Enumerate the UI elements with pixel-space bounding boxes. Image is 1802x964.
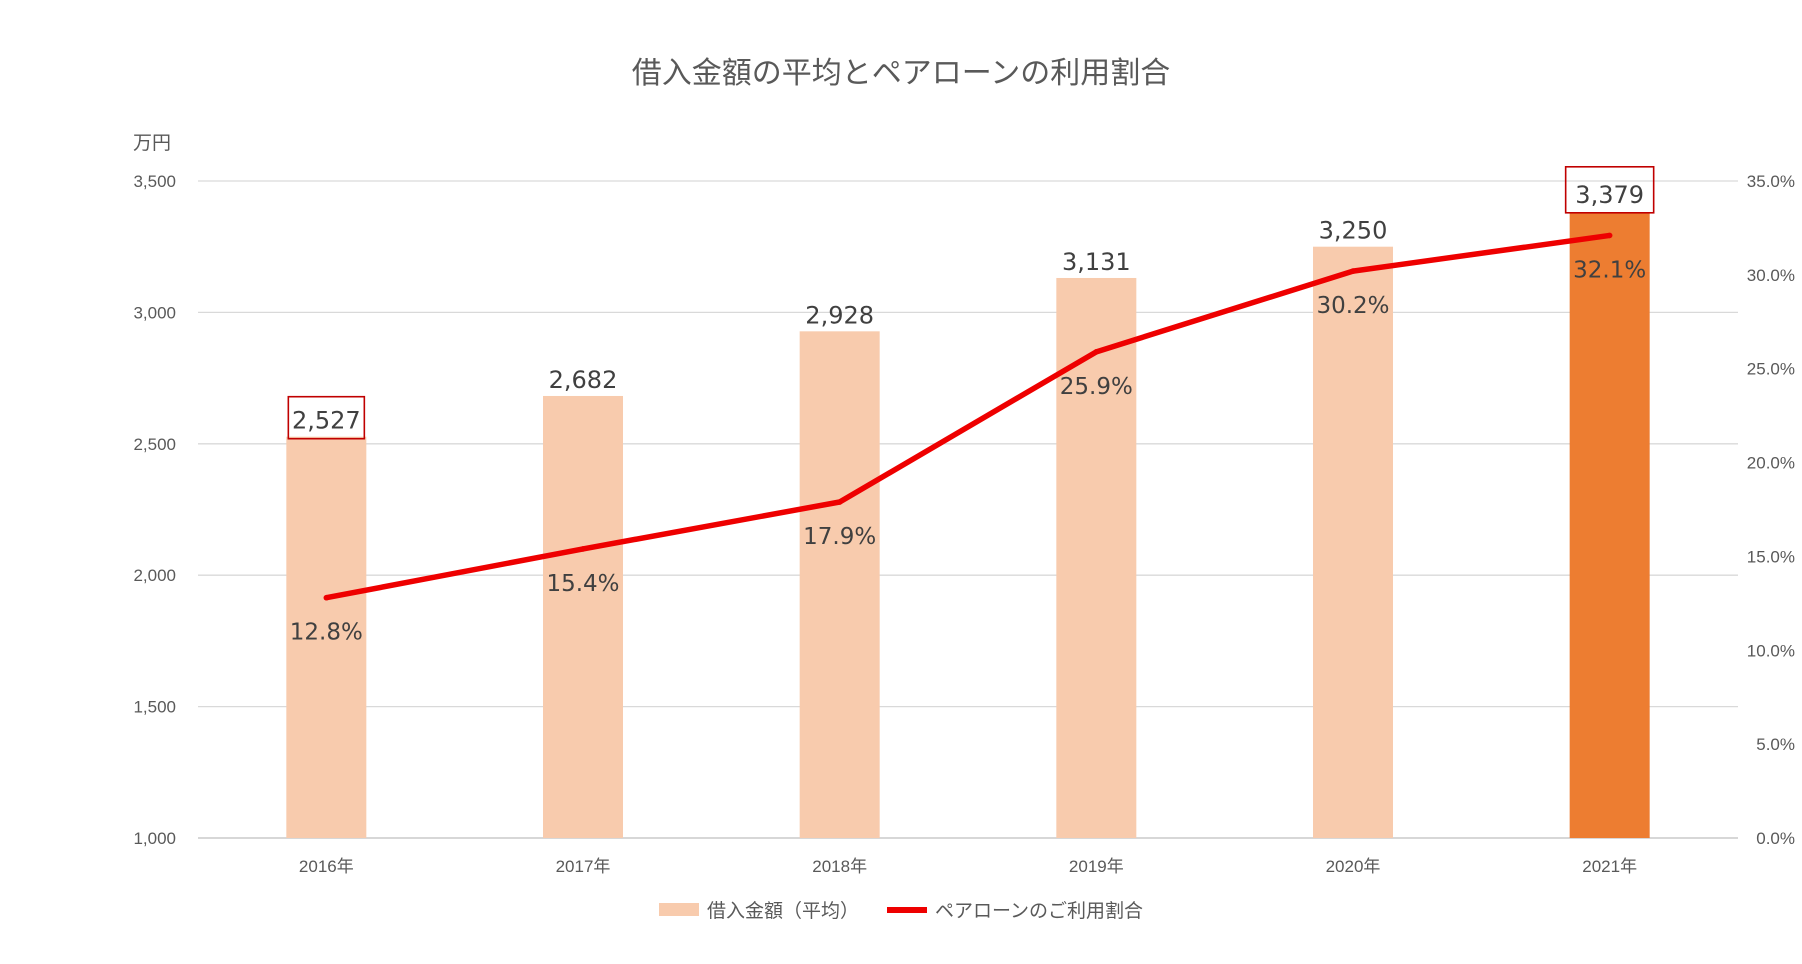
y-left-tick-label: 2,000 — [133, 566, 176, 585]
legend-label-bar: 借入金額（平均） — [706, 900, 859, 922]
bar — [1569, 212, 1650, 838]
bar — [1056, 277, 1137, 838]
line-point — [1606, 232, 1613, 239]
legend-item-line: ペアローンのご利用割合 — [886, 896, 1144, 923]
line-point — [1350, 268, 1356, 274]
line-point — [580, 546, 586, 552]
line-value-label: 12.8% — [290, 620, 363, 646]
legend-swatch-line — [886, 906, 927, 913]
line-value-label: 32.1% — [1573, 257, 1646, 283]
y-right-tick-label: 0.0% — [1756, 829, 1795, 848]
y-right-tick-label: 35.0% — [1747, 172, 1795, 191]
x-tick-label: 2021年 — [1582, 857, 1637, 876]
y-right-tick-label: 20.0% — [1747, 454, 1795, 473]
line-value-label: 25.9% — [1060, 374, 1133, 400]
y-left-tick-label: 2,500 — [133, 435, 176, 454]
x-tick-label: 2020年 — [1326, 857, 1381, 876]
legend-label-line: ペアローンのご利用割合 — [934, 900, 1144, 922]
bar-value-label: 2,682 — [549, 366, 618, 394]
bar-value-label: 3,379 — [1575, 181, 1644, 209]
highlight-box — [287, 395, 366, 440]
y-right-tick-label: 30.0% — [1747, 266, 1795, 285]
line-value-label: 15.4% — [546, 571, 619, 597]
highlight-box — [1564, 165, 1655, 214]
bar — [1313, 246, 1393, 838]
y-left-tick-label: 3,000 — [133, 303, 176, 322]
x-tick-label: 2018年 — [812, 857, 867, 876]
bar-value-label: 2,527 — [292, 407, 361, 435]
legend-item-bar: 借入金額（平均） — [658, 896, 859, 923]
chart-title: 借入金額の平均とペアローンの利用割合 — [631, 56, 1171, 91]
y-left-unit-label: 万円 — [133, 132, 171, 154]
x-tick-label: 2019年 — [1069, 857, 1124, 876]
y-right-tick-label: 10.0% — [1747, 641, 1795, 660]
y-left-tick-label: 3,500 — [133, 172, 176, 191]
bar — [286, 436, 367, 838]
y-left-tick-label: 1,500 — [133, 698, 176, 717]
y-right-tick-label: 5.0% — [1756, 735, 1795, 754]
line-point — [1093, 349, 1100, 355]
bar — [799, 331, 880, 838]
y-right-tick-label: 15.0% — [1747, 547, 1795, 566]
y-left-tick-label: 1,000 — [133, 829, 176, 848]
bar-value-label: 3,250 — [1319, 217, 1388, 245]
bar-value-label: 3,131 — [1062, 248, 1131, 276]
line-value-label: 30.2% — [1316, 293, 1389, 319]
line-point — [323, 594, 330, 601]
x-tick-label: 2016年 — [299, 857, 354, 876]
line-point — [836, 499, 843, 505]
bar-value-label: 2,928 — [805, 301, 874, 329]
legend-swatch-bar — [658, 903, 699, 916]
chart-legend: 借入金額（平均） ペアローンのご利用割合 — [0, 896, 1802, 923]
x-tick-label: 2017年 — [556, 857, 611, 876]
line-value-label: 17.9% — [803, 524, 876, 550]
y-right-tick-label: 25.0% — [1747, 360, 1795, 379]
bar — [543, 395, 623, 838]
line-series — [325, 232, 1611, 601]
